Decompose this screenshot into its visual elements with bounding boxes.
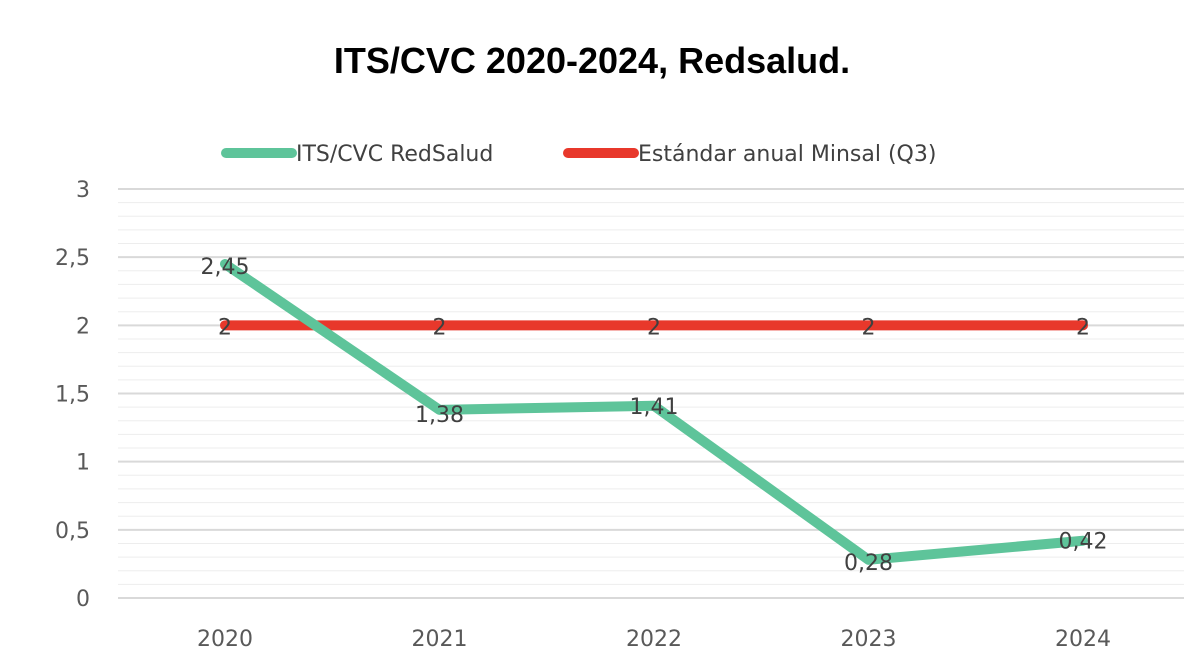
gridlines [118,188,1184,599]
y-tick-label: 1 [76,451,90,476]
y-tick-label: 1,5 [55,383,90,408]
x-tick-label: 2023 [841,627,897,652]
y-tick-label: 0,5 [55,519,90,544]
y-tick-label: 3 [76,178,90,203]
data-label-its-cvc: 0,42 [1059,530,1108,555]
data-label-its-cvc: 1,41 [630,395,679,420]
data-labels: 2,45 1,38 1,41 0,28 0,42 2 2 2 2 2 [201,255,1108,576]
data-label-its-cvc: 0,28 [844,551,893,576]
legend-label: ITS/CVC RedSalud [296,142,493,167]
y-tick-label: 2 [76,314,90,339]
data-label-standard: 2 [647,315,661,340]
data-label-standard: 2 [1076,315,1090,340]
data-label-its-cvc: 1,38 [415,403,464,428]
data-label-its-cvc: 2,45 [201,255,250,280]
y-tick-label: 0 [76,587,90,612]
series-line-its-cvc [220,258,1088,565]
x-tick-label: 2024 [1055,627,1111,652]
x-tick-label: 2021 [412,627,468,652]
series-lines [220,258,1088,565]
data-label-standard: 2 [218,315,232,340]
y-axis-ticks: 0 0,5 1 1,5 2 2,5 3 [55,178,90,612]
chart-title: ITS/CVC 2020-2024, Redsalud. [333,40,851,81]
y-tick-label: 2,5 [55,246,90,271]
x-tick-label: 2020 [197,627,253,652]
legend: ITS/CVC RedSalud Estándar anual Minsal (Q… [221,142,936,167]
x-tick-label: 2022 [626,627,682,652]
legend-label: Estándar anual Minsal (Q3) [638,142,936,167]
data-label-standard: 2 [862,315,876,340]
x-axis-ticks: 2020 2021 2022 2023 2024 [197,627,1111,652]
data-label-standard: 2 [433,315,447,340]
